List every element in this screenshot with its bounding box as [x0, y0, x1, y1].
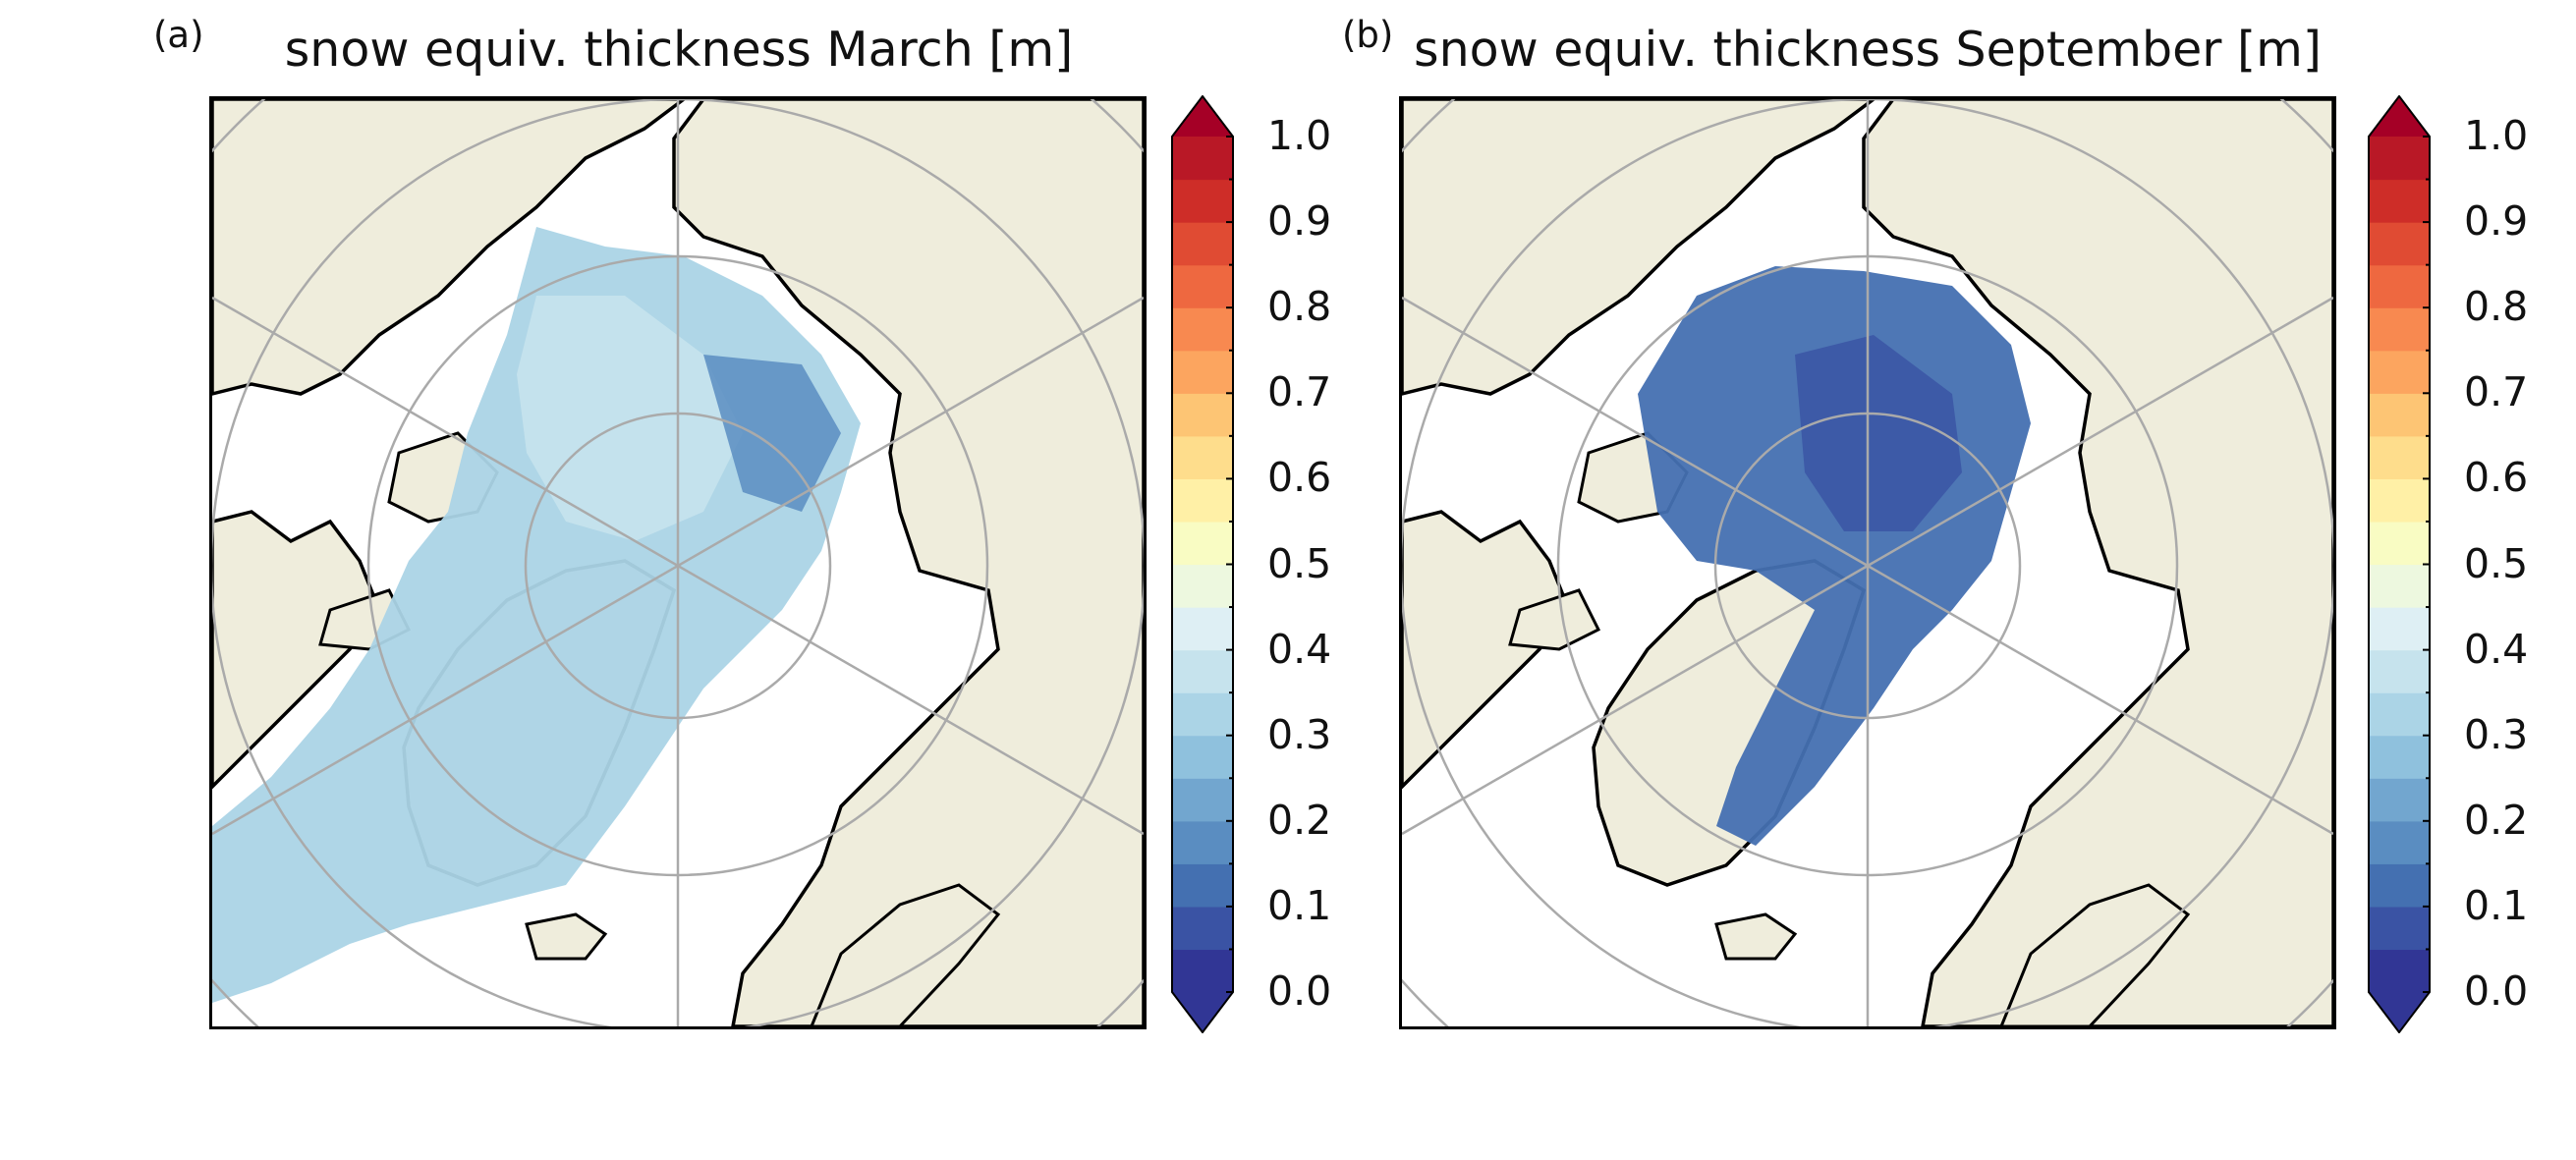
- colorbar-over-triangle: [1172, 96, 1233, 137]
- colorbar-segment: [1172, 607, 1233, 651]
- panel-b-map: [1399, 96, 2336, 1029]
- colorbar-segment: [2369, 137, 2430, 181]
- colorbar-segment: [1172, 435, 1233, 479]
- colorbar-segment: [2369, 264, 2430, 308]
- colorbar-segment: [1172, 179, 1233, 223]
- sea-ice-core: [1795, 335, 1962, 531]
- colorbar-segment: [1172, 521, 1233, 566]
- colorbar-segment: [2369, 949, 2430, 993]
- land-iceland: [1714, 912, 1798, 961]
- colorbar-segment: [2369, 222, 2430, 266]
- panel-b-title: snow equiv. thickness September [m]: [1414, 22, 2322, 78]
- sea-ice-core: [517, 296, 743, 541]
- colorbar-segment: [2369, 179, 2430, 223]
- colorbar-tick-label: 0.6: [2464, 454, 2529, 502]
- colorbar-segment: [1172, 692, 1233, 737]
- colorbar-tick-label: 0.3: [1267, 710, 1332, 758]
- panel-a-colorbar: [1171, 94, 1234, 1034]
- colorbar-tick-label: 0.2: [2464, 796, 2529, 844]
- land-iceland: [525, 912, 608, 961]
- colorbar-segment: [1172, 137, 1233, 181]
- colorbar-tick-label: 0.9: [1267, 197, 1332, 246]
- graticule: [212, 99, 1144, 1026]
- colorbar-segment: [2369, 521, 2430, 566]
- colorbar-segment: [2369, 607, 2430, 651]
- colorbar-under-triangle: [2369, 992, 2430, 1032]
- colorbar-over-triangle: [2369, 96, 2430, 137]
- graticule: [1402, 99, 2333, 1026]
- colorbar-segment: [2369, 778, 2430, 822]
- land-scandinavia: [810, 883, 1001, 1026]
- colorbar-tick-label: 0.1: [2464, 881, 2529, 929]
- colorbar-tick-label: 0.8: [2464, 283, 2529, 331]
- colorbar-segment: [1172, 863, 1233, 908]
- colorbar-tick-label: 0.0: [1267, 967, 1332, 1015]
- colorbar-segment: [1172, 222, 1233, 266]
- colorbar-segment: [1172, 264, 1233, 308]
- colorbar-segment: [2369, 820, 2430, 864]
- colorbar-under-triangle: [1172, 992, 1233, 1032]
- colorbar-segment: [1172, 735, 1233, 779]
- colorbar-segment: [1172, 393, 1233, 437]
- colorbar-tick-label: 0.8: [1267, 283, 1332, 331]
- colorbar-tick-label: 0.4: [2464, 625, 2529, 673]
- colorbar-segment: [2369, 350, 2430, 394]
- colorbar-tick-label: 0.9: [2464, 197, 2529, 246]
- colorbar-segment: [1172, 350, 1233, 394]
- land-eurasia: [672, 99, 1144, 1026]
- sea-ice-thick: [703, 355, 841, 512]
- colorbar-segment: [2369, 863, 2430, 908]
- colorbar-segment: [1172, 778, 1233, 822]
- colorbar-tick-label: 0.1: [1267, 881, 1332, 929]
- panel-a-map: [209, 96, 1147, 1029]
- colorbar-segment: [2369, 307, 2430, 352]
- colorbar-segment: [1172, 820, 1233, 864]
- colorbar-tick-label: 0.5: [1267, 539, 1332, 587]
- colorbar-tick-label: 0.7: [2464, 368, 2529, 416]
- panel-b-letter: (b): [1342, 14, 1394, 56]
- colorbar-segment: [2369, 735, 2430, 779]
- colorbar-tick-label: 0.6: [1267, 454, 1332, 502]
- colorbar-segment: [2369, 478, 2430, 523]
- land-north-america: [212, 99, 687, 396]
- panel-a-letter: (a): [153, 14, 204, 56]
- panel-a-title: snow equiv. thickness March [m]: [284, 22, 1074, 78]
- colorbar-tick-label: 0.0: [2464, 967, 2529, 1015]
- colorbar-tick-label: 1.0: [2464, 112, 2529, 159]
- panel-b-colorbar: [2368, 94, 2431, 1034]
- colorbar-segment: [2369, 906, 2430, 951]
- colorbar-segment: [1172, 478, 1233, 523]
- colorbar-segment: [1172, 307, 1233, 352]
- colorbar-segment: [1172, 564, 1233, 608]
- land-north-america: [1402, 99, 1876, 396]
- colorbar-segment: [1172, 649, 1233, 693]
- colorbar-segment: [2369, 649, 2430, 693]
- colorbar-tick-label: 0.7: [1267, 368, 1332, 416]
- colorbar-segment: [2369, 435, 2430, 479]
- colorbar-segment: [1172, 906, 1233, 951]
- colorbar-tick-label: 0.3: [2464, 710, 2529, 758]
- colorbar-tick-label: 0.2: [1267, 796, 1332, 844]
- colorbar-tick-label: 0.4: [1267, 625, 1332, 673]
- colorbar-tick-label: 0.5: [2464, 539, 2529, 587]
- colorbar-segment: [1172, 949, 1233, 993]
- colorbar-segment: [2369, 692, 2430, 737]
- colorbar-segment: [2369, 564, 2430, 608]
- land-eurasia: [1862, 99, 2333, 1026]
- colorbar-segment: [2369, 393, 2430, 437]
- land-scandinavia: [1999, 883, 2191, 1026]
- colorbar-tick-label: 1.0: [1267, 112, 1332, 159]
